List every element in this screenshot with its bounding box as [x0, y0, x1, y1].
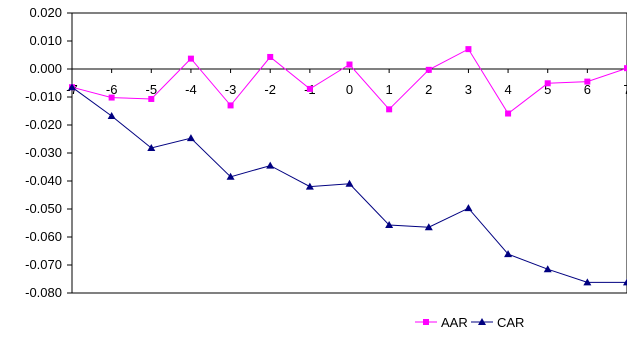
- data-point-aar: [386, 106, 393, 113]
- x-tick-label: -6: [106, 82, 118, 97]
- legend-marker: [423, 319, 429, 325]
- data-point-car: [424, 223, 433, 231]
- data-point-car: [186, 134, 195, 142]
- y-tick-label: 0.000: [29, 61, 62, 76]
- x-tick-label: -5: [146, 82, 158, 97]
- data-point-aar: [187, 55, 194, 62]
- legend-label: AAR: [441, 315, 468, 330]
- data-point-car: [385, 220, 394, 228]
- data-point-aar: [544, 80, 551, 87]
- data-point-aar: [346, 61, 353, 68]
- data-point-car: [107, 112, 116, 120]
- y-tick-label: 0.020: [29, 5, 62, 20]
- data-point-aar: [584, 78, 591, 85]
- x-tick-label: 4: [504, 82, 511, 97]
- y-tick-label: -0.070: [25, 257, 62, 272]
- x-tick-label: 0: [346, 82, 353, 97]
- y-tick-label: -0.050: [25, 201, 62, 216]
- y-tick-label: -0.010: [25, 89, 62, 104]
- y-tick-label: -0.080: [25, 285, 62, 300]
- x-tick-label: 6: [584, 82, 591, 97]
- x-tick-label: -4: [185, 82, 197, 97]
- x-tick-label: 1: [386, 82, 393, 97]
- x-tick-label: -3: [225, 82, 237, 97]
- y-tick-label: 0.010: [29, 33, 62, 48]
- x-tick-label: 5: [544, 82, 551, 97]
- data-point-aar: [505, 110, 512, 117]
- data-point-aar: [306, 85, 313, 92]
- data-point-aar: [465, 46, 472, 53]
- data-point-aar: [425, 66, 432, 73]
- x-tick-label: 7: [623, 82, 627, 97]
- y-axis: 0.020 0.010 0.000 -0.010 -0.020 -0.030 -0.040 -…: [25, 5, 72, 300]
- series-car: [68, 83, 627, 286]
- data-point-car: [68, 83, 76, 91]
- data-point-car: [543, 265, 552, 273]
- y-tick-label: -0.060: [25, 229, 62, 244]
- data-point-car: [583, 278, 592, 286]
- data-point-car: [305, 182, 314, 190]
- y-tick-label: -0.030: [25, 145, 62, 160]
- y-tick-label: -0.020: [25, 117, 62, 132]
- plot-area: [71, 12, 627, 294]
- data-point-car: [623, 278, 627, 286]
- legend-marker: [478, 318, 486, 325]
- y-tick-label: -0.040: [25, 173, 62, 188]
- data-point-aar: [108, 94, 115, 101]
- legend: AAR CAR: [415, 315, 524, 330]
- data-point-car: [266, 161, 275, 169]
- legend-item-aar: AAR: [415, 315, 468, 330]
- data-point-aar: [148, 95, 155, 102]
- data-point-car: [464, 204, 473, 212]
- data-point-aar: [267, 53, 274, 60]
- x-tick-label: -2: [264, 82, 276, 97]
- x-tick-label: 2: [425, 82, 432, 97]
- data-point-car: [226, 172, 235, 180]
- x-tick-label: 3: [465, 82, 472, 97]
- legend-item-car: CAR: [471, 315, 524, 330]
- data-point-aar: [227, 102, 234, 109]
- data-point-car: [147, 143, 156, 151]
- series-layer: [68, 46, 627, 286]
- data-point-car: [504, 250, 513, 258]
- data-point-aar: [624, 65, 627, 72]
- legend-label: CAR: [497, 315, 524, 330]
- data-point-car: [345, 179, 354, 187]
